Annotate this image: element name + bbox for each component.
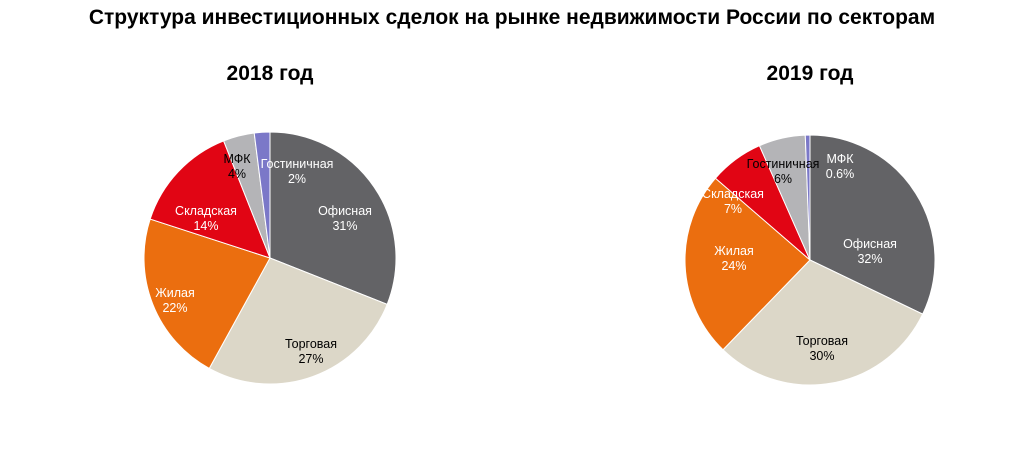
slice-value-label: 22% — [162, 301, 187, 315]
slice-value-label: 2% — [288, 172, 306, 186]
slice-value-label: 14% — [193, 219, 218, 233]
slice-label-складская: Складская 14% — [175, 204, 237, 233]
slice-category-label: Торговая — [285, 337, 337, 351]
slice-label-гостиничная: Гостиничная 2% — [261, 157, 334, 186]
slice-category-label: Жилая — [155, 286, 195, 300]
pie-slice-офисная — [269, 131, 397, 306]
pie-slice-жилая — [143, 218, 271, 370]
slice-label-мфк: МФК 4% — [223, 152, 251, 181]
pie-slice-складская — [149, 140, 271, 259]
slice-value-label: 4% — [228, 167, 246, 181]
slice-value-label: 27% — [298, 352, 323, 366]
slice-category-label: Складская — [175, 204, 237, 218]
slice-label-торговая: Торговая 27% — [285, 337, 337, 366]
chart-title-2018: 2018 год — [226, 62, 314, 85]
pie-slice-торговая — [208, 257, 388, 385]
slice-label-жилая: Жилая 22% — [155, 286, 195, 315]
pie-slice-гостиничная — [253, 131, 271, 259]
main-title: Структура инвестиционных сделок на рынке… — [88, 6, 936, 29]
chart-title-2019: 2019 год — [766, 62, 854, 85]
slice-category-label: Офисная — [318, 204, 372, 218]
slice-category-label: Гостиничная — [261, 157, 334, 171]
slice-category-label: МФК — [223, 152, 251, 166]
slice-value-label: 31% — [332, 219, 357, 233]
slice-label-офисная: Офисная 31% — [318, 204, 372, 233]
